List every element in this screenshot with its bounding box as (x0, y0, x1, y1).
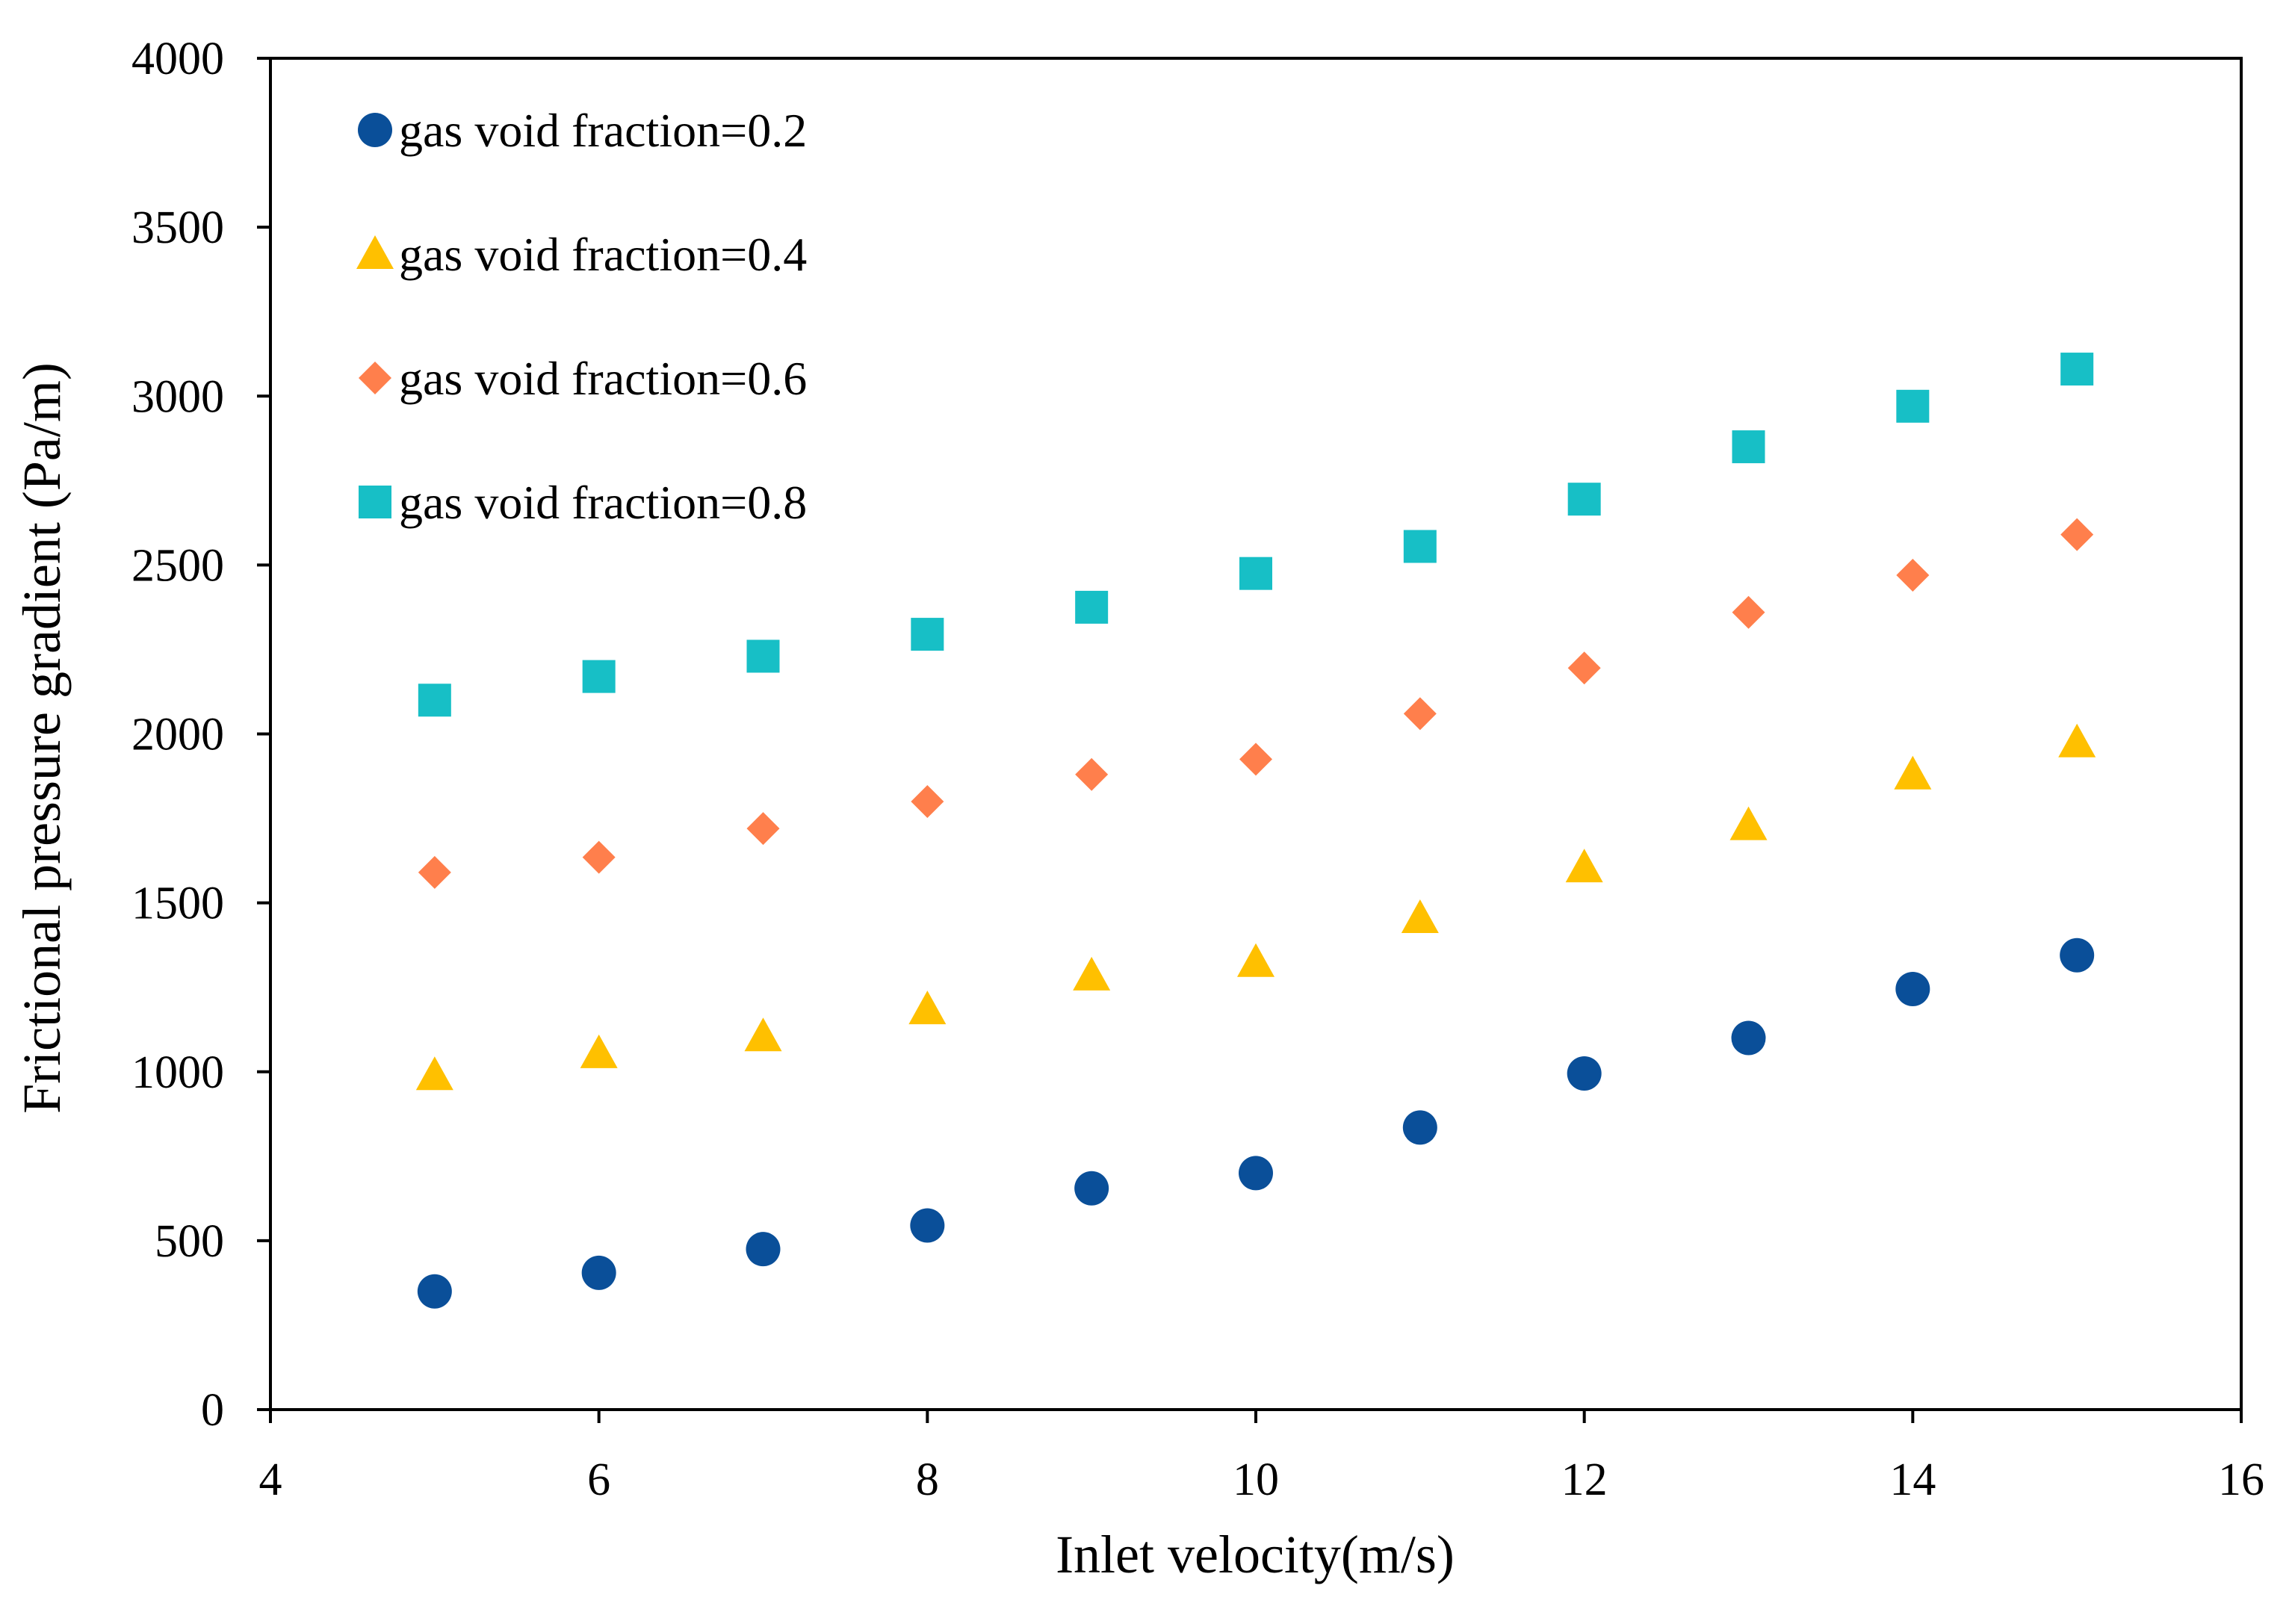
data-point-triangle (415, 1056, 453, 1091)
legend: gas void fraction=0.2 gas void fraction=0… (356, 104, 807, 529)
y-tick-label: 3000 (131, 371, 224, 422)
data-point-triangle (580, 1034, 618, 1068)
legend-marker-triangle (356, 235, 394, 269)
legend-marker-circle (358, 113, 392, 147)
data-point-diamond (1075, 757, 1109, 791)
data-point-diamond (1896, 558, 1930, 592)
y-axis-title: Frictional pressure gradient (Pa/m) (12, 362, 72, 1114)
data-point-diamond (1403, 697, 1437, 731)
x-tick-label: 14 (1889, 1454, 1936, 1505)
data-point-square (2060, 353, 2094, 386)
data-point-square (911, 618, 944, 651)
data-point-square (582, 660, 616, 693)
data-point-triangle (1073, 956, 1111, 991)
data-point-diamond (418, 855, 451, 889)
data-point-triangle (1729, 806, 1768, 840)
y-tick-label: 0 (201, 1385, 224, 1436)
data-point-square (1896, 389, 1930, 423)
data-point-circle (746, 1232, 781, 1267)
ticks-group: 0 500 1000 1500 2000 2500 3000 3500 4000 4 6 8 10 12 1… (131, 34, 2264, 1505)
y-tick-label: 2000 (131, 710, 224, 760)
y-tick-label: 3500 (131, 202, 224, 253)
legend-label: gas void fraction=0.6 (399, 352, 807, 405)
data-point-diamond (1732, 595, 1765, 629)
y-tick-label: 1000 (131, 1047, 224, 1098)
data-point-circle (910, 1208, 945, 1243)
data-point-diamond (1567, 651, 1601, 685)
data-point-square (1403, 530, 1437, 563)
legend-marker-square (359, 486, 391, 518)
data-point-square (1075, 590, 1109, 624)
data-point-square (746, 639, 780, 673)
data-point-circle (1895, 971, 1930, 1006)
data-point-diamond (582, 840, 616, 874)
data-points-group (415, 353, 2096, 1309)
data-point-triangle (744, 1017, 782, 1052)
y-tick-label: 1500 (131, 878, 224, 929)
data-point-triangle (2058, 723, 2096, 757)
data-point-square (1732, 430, 1765, 464)
legend-marker-diamond (359, 362, 391, 394)
x-tick-label: 12 (1561, 1454, 1608, 1505)
legend-label: gas void fraction=0.8 (399, 476, 807, 529)
data-point-diamond (746, 812, 780, 846)
data-point-triangle (1401, 899, 1439, 933)
data-point-circle (1239, 1156, 1273, 1191)
data-point-diamond (1239, 743, 1272, 776)
data-point-circle (2060, 937, 2095, 973)
x-axis-title: Inlet velocity(m/s) (1056, 1525, 1455, 1584)
data-point-circle (417, 1274, 452, 1309)
legend-label: gas void fraction=0.2 (399, 104, 807, 157)
x-tick-label: 6 (587, 1454, 610, 1505)
data-point-circle (1731, 1020, 1766, 1056)
data-point-square (1239, 557, 1272, 590)
y-tick-label: 4000 (131, 34, 224, 84)
data-point-circle (1402, 1110, 1437, 1145)
data-point-square (418, 684, 451, 717)
data-point-triangle (1237, 943, 1275, 977)
data-point-triangle (908, 991, 947, 1025)
legend-label: gas void fraction=0.4 (399, 228, 807, 281)
x-tick-label: 8 (916, 1454, 939, 1505)
data-point-square (1567, 483, 1601, 516)
data-point-circle (581, 1255, 616, 1290)
y-tick-label: 2500 (131, 540, 224, 591)
data-point-triangle (1894, 755, 1932, 790)
y-tick-label: 500 (155, 1216, 224, 1267)
data-point-diamond (2060, 518, 2094, 551)
x-tick-label: 10 (1233, 1454, 1279, 1505)
data-point-circle (1567, 1056, 1602, 1091)
data-point-diamond (911, 784, 944, 818)
x-tick-label: 16 (2218, 1454, 2264, 1505)
data-point-circle (1074, 1171, 1109, 1206)
x-tick-label: 4 (259, 1454, 282, 1505)
data-point-triangle (1565, 849, 1603, 883)
